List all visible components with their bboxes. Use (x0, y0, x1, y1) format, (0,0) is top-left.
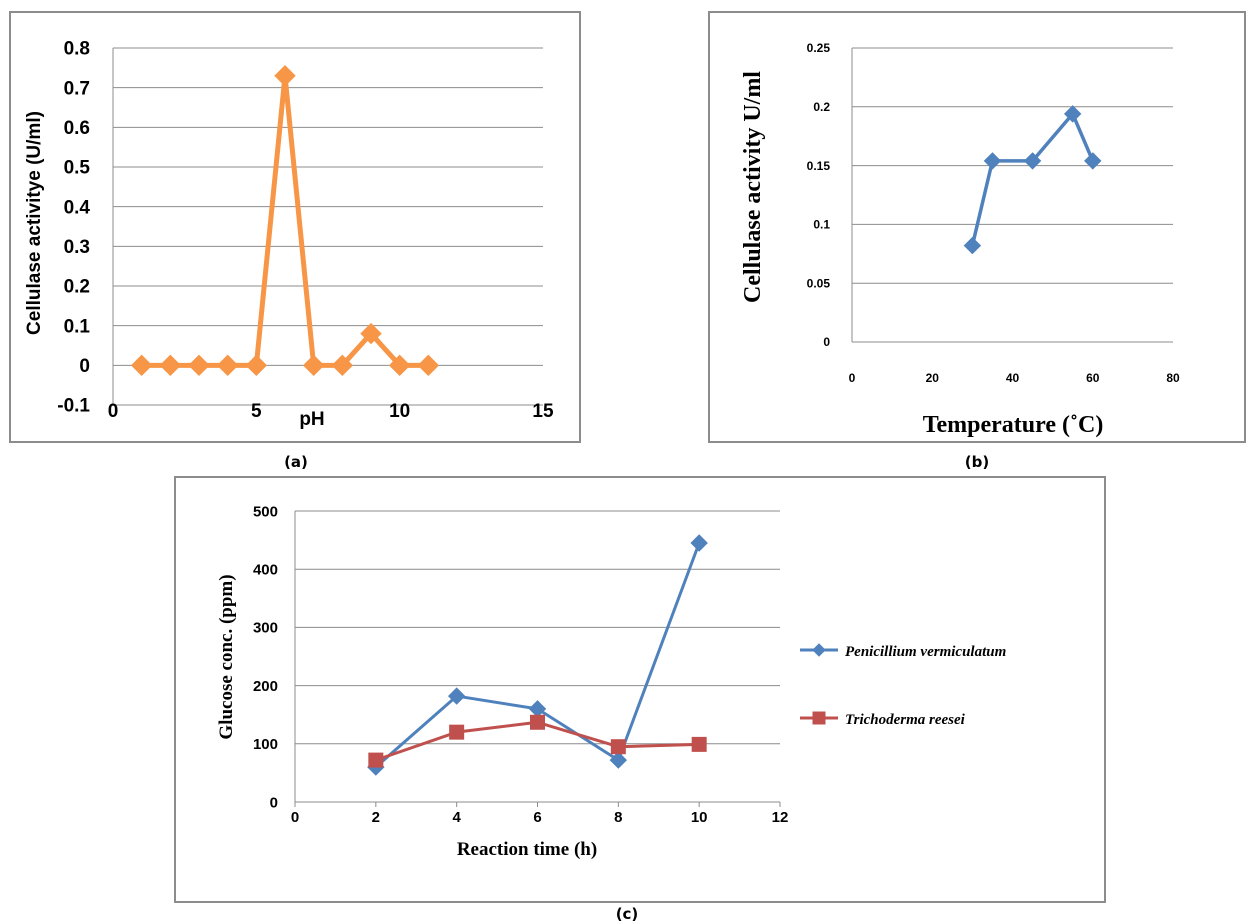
chart-c-series-1-point (368, 752, 384, 768)
chart-c-y-tick-label: 0 (270, 794, 278, 811)
chart-a-series-0-point (360, 322, 382, 345)
chart-a-y-tick-label: 0 (79, 356, 90, 377)
chart-a-y-tick-label: 0.4 (64, 197, 91, 218)
chart-c-series-0-point (690, 534, 708, 552)
chart-c-series-1-point (449, 724, 465, 740)
chart-c-legend-label-0: Penicillium vermiculatum (845, 644, 1006, 660)
chart-b-y-tick-label: 0.25 (807, 41, 831, 55)
chart-c-caption: (c) (616, 905, 639, 923)
chart-c-frame (174, 476, 1106, 903)
chart-a-x-tick-label: 10 (389, 401, 410, 422)
chart-b: 0 0.05 0.1 0.15 0.2 0.25 0 20 40 60 80 Temperature… (708, 11, 1246, 471)
chart-c-y-axis-label: Glucose conc. (ppm) (216, 574, 237, 739)
chart-b-series-0-point (983, 152, 1002, 170)
chart-a-y-tick-label: 0.3 (64, 237, 90, 258)
chart-b-x-tick-label: 80 (1166, 371, 1180, 385)
chart-a: -0.1 0 0.1 0.2 0.3 0.4 0.5 0.6 0.7 0.8 0 5 10 15 pH C… (9, 11, 581, 471)
chart-a-series-0-point (331, 354, 354, 377)
chart-c-legend: Penicillium vermiculatum Trichoderma rees… (800, 643, 1006, 728)
chart-a-series-0-point (216, 354, 239, 377)
chart-c-x-tick-label: 4 (452, 809, 461, 826)
chart-b-y-tick-label: 0.2 (813, 100, 830, 114)
chart-a-y-tick-label: 0.2 (64, 277, 90, 298)
chart-c-legend-marker-1 (812, 711, 826, 725)
chart-a-series-0-point (245, 354, 268, 377)
chart-a-series-0-point (130, 354, 153, 377)
chart-c-x-tick-label: 12 (772, 809, 789, 826)
chart-c-x-tick-label: 0 (291, 809, 299, 826)
chart-c-x-tick-label: 6 (533, 809, 541, 826)
chart-c-series-0-point (609, 751, 628, 769)
chart-c-legend-label-1: Trichoderma reesei (845, 712, 966, 728)
chart-c: 0 100 200 300 400 500 0 2 4 6 8 10 12 Reaction time … (174, 476, 1106, 923)
chart-a-x-axis-label: pH (299, 409, 324, 430)
chart-b-series-0-point (1084, 152, 1102, 170)
chart-c-y-tick-label: 300 (253, 620, 278, 637)
chart-a-series-0-point (188, 354, 210, 377)
chart-a-x-tick-label: 5 (251, 401, 262, 422)
chart-c-x-tick-label: 10 (691, 809, 708, 826)
chart-b-y-axis-label: Cellulase activity U/ml (740, 71, 766, 303)
chart-a-frame (9, 11, 581, 443)
chart-b-series-0-point (1063, 105, 1082, 123)
chart-b-x-tick-label: 0 (849, 371, 856, 385)
chart-a-y-tick-label: 0.8 (64, 39, 90, 60)
chart-a-series-0-point (388, 354, 411, 377)
chart-b-x-axis-label: Temperature (˚C) (923, 412, 1104, 438)
chart-a-series-0-point (274, 65, 296, 87)
chart-b-y-tick-label: 0.1 (813, 218, 830, 232)
chart-a-y-tick-label: -0.1 (57, 396, 90, 417)
chart-c-y-tick-label: 400 (253, 561, 278, 578)
chart-c-series-1-point (691, 736, 707, 752)
chart-b-series-0-point (1023, 152, 1042, 170)
chart-c-x-tick-label: 2 (372, 809, 380, 826)
chart-a-y-tick-label: 0.1 (64, 316, 91, 337)
chart-a-y-tick-label: 0.5 (64, 158, 91, 179)
chart-a-x-tick-label: 0 (108, 401, 119, 422)
chart-a-y-tick-label: 0.6 (64, 118, 90, 139)
chart-a-y-axis-label: Cellulase activitye (U/ml) (24, 111, 45, 335)
chart-c-y-tick-label: 100 (253, 736, 278, 753)
chart-a-x-tick-label: 15 (532, 401, 554, 422)
chart-b-x-tick-label: 60 (1086, 371, 1100, 385)
chart-a-y-tick-label: 0.7 (64, 78, 90, 99)
chart-a-caption: (a) (284, 453, 308, 471)
chart-b-caption: (b) (965, 453, 989, 471)
chart-b-x-tick-label: 20 (926, 371, 940, 385)
chart-c-series-0-point (447, 687, 466, 705)
chart-b-x-tick-label: 40 (1006, 371, 1020, 385)
chart-b-series-0-point (963, 236, 982, 255)
chart-c-series-1-point (610, 739, 626, 755)
chart-c-y-tick-label: 500 (253, 503, 278, 520)
chart-a-series-0-point (417, 354, 440, 377)
chart-b-y-tick-label: 0.05 (807, 276, 831, 290)
chart-c-y-tick-label: 200 (253, 678, 278, 695)
chart-b-y-tick-label: 0 (823, 335, 830, 349)
chart-b-y-tick-label: 0.15 (807, 159, 831, 173)
chart-c-series-1-point (530, 714, 545, 730)
chart-a-series-0-point (159, 354, 182, 377)
chart-c-x-axis-label: Reaction time (h) (457, 839, 597, 860)
chart-c-legend-marker-0 (812, 643, 826, 657)
chart-a-series-0-point (302, 354, 325, 377)
chart-c-x-tick-label: 8 (614, 809, 622, 826)
